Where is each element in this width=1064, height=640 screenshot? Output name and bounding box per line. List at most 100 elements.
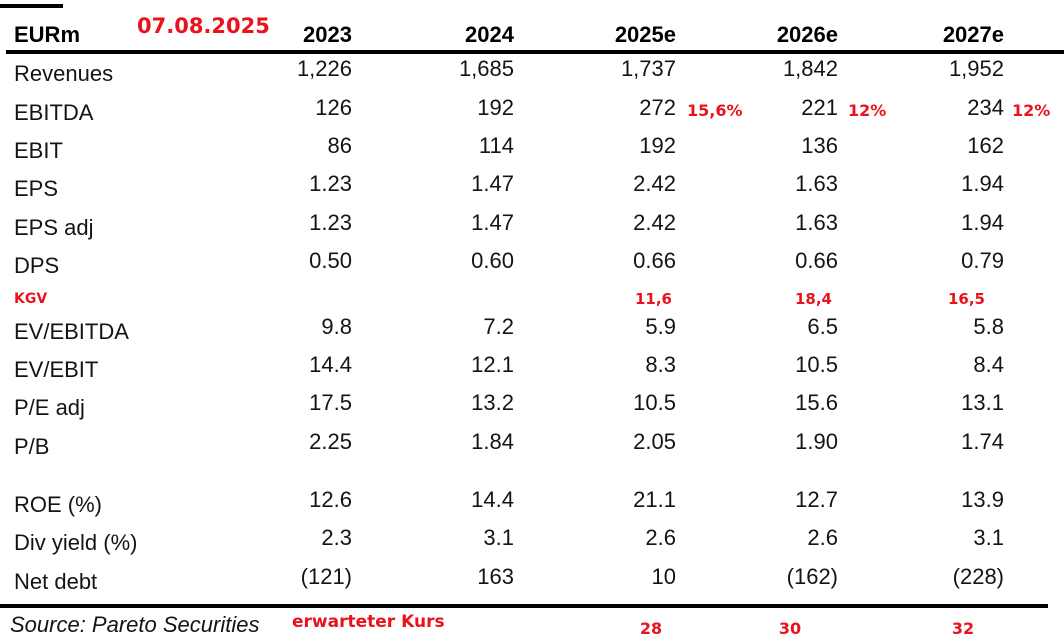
- value: 126: [315, 94, 352, 120]
- kgv-value: 16,5: [947, 289, 985, 308]
- table-header-row: EURm 2023 2024 2025e 2026e 2027e 07.08.2…: [0, 8, 1064, 50]
- value-cell: 2.3: [200, 525, 352, 556]
- row-label: P/E adj: [14, 395, 85, 421]
- value-cell: 1.84: [352, 429, 514, 460]
- growth-annotation: 12%: [848, 101, 887, 121]
- row-label: EPS adj: [14, 214, 94, 240]
- value-cell: 8.4: [838, 352, 1004, 383]
- value-cell: 9.8: [200, 314, 352, 345]
- value: 162: [967, 132, 1004, 158]
- value: 3.1: [973, 525, 1004, 551]
- value-cell: 2.05: [514, 429, 676, 460]
- value: 234: [967, 94, 1004, 120]
- value-cell: 86: [200, 133, 352, 164]
- value: 221: [801, 94, 838, 120]
- table-row: EBITDA 126 192 272 221 234 15,6% 12% 12%: [0, 93, 1064, 131]
- value-cell: 1,737: [514, 56, 676, 87]
- table-row: DPS 0.50 0.60 0.66 0.66 0.79: [0, 247, 1064, 285]
- table-body: Revenues 1,226 1,685 1,737 1,842 1,952 EBITDA 1…: [0, 55, 1064, 601]
- value: 192: [639, 132, 676, 158]
- column-header-2026e: 2026e: [776, 22, 838, 47]
- value-cell: 10.5: [514, 390, 676, 421]
- value: 1.63: [795, 171, 838, 197]
- value: 13.1: [961, 390, 1004, 416]
- value: 13.2: [471, 390, 514, 416]
- value-cell: 12.7: [676, 487, 838, 518]
- row-label: EV/EBIT: [14, 356, 99, 382]
- table-row: Net debt (121) 163 10 (162) (228): [0, 563, 1064, 601]
- row-label: EBIT: [14, 137, 63, 163]
- value-cell: 136: [676, 133, 838, 164]
- value: 2.25: [309, 428, 352, 454]
- value-cell: 2.6: [676, 525, 838, 556]
- value: 10.5: [795, 351, 838, 377]
- value-cell: 1.90: [676, 429, 838, 460]
- kgv-label: KGV: [14, 290, 48, 307]
- value-cell: 2.42: [514, 171, 676, 202]
- table-row: EPS adj 1.23 1.47 2.42 1.63 1.94: [0, 209, 1064, 247]
- value-cell: 234: [838, 95, 1004, 126]
- table-row: P/E adj 17.5 13.2 10.5 15.6 13.1: [0, 389, 1064, 427]
- value-cell: 3.1: [838, 525, 1004, 556]
- value-cell: (121): [200, 564, 352, 595]
- value: 13.9: [961, 487, 1004, 513]
- value: 272: [639, 94, 676, 120]
- value: 1.74: [961, 428, 1004, 454]
- value-cell: 14.4: [352, 487, 514, 518]
- value: 17.5: [309, 390, 352, 416]
- column-header-2024: 2024: [465, 22, 514, 47]
- value: 6.5: [807, 313, 838, 339]
- value: 0.66: [795, 248, 838, 274]
- table-row: ROE (%) 12.6 14.4 21.1 12.7 13.9: [0, 486, 1064, 524]
- table-row: EV/EBITDA 9.8 7.2 5.9 6.5 5.8: [0, 312, 1064, 350]
- value-cell: 0.66: [676, 248, 838, 279]
- row-label: EV/EBITDA: [14, 318, 129, 344]
- date-annotation: 07.08.2025: [137, 14, 270, 38]
- value: 192: [477, 94, 514, 120]
- unit-label: EURm: [14, 22, 81, 47]
- value: 12.6: [309, 487, 352, 513]
- kgv-annotation-row: KGV 11,6 18,4 16,5: [0, 285, 1064, 312]
- value-cell: 1,226: [200, 56, 352, 87]
- value-cell: 1.63: [676, 210, 838, 241]
- value-cell: (228): [838, 564, 1004, 595]
- value-cell: 5.9: [514, 314, 676, 345]
- value-cell: 10: [514, 564, 676, 595]
- value: 1.63: [795, 209, 838, 235]
- value-cell: 5.8: [838, 314, 1004, 345]
- value: 1.47: [471, 171, 514, 197]
- value-cell: 12.6: [200, 487, 352, 518]
- value-cell: 3.1: [352, 525, 514, 556]
- value: 15.6: [795, 390, 838, 416]
- value: 2.6: [807, 525, 838, 551]
- value-cell: 221: [676, 95, 838, 126]
- value: 0.60: [471, 248, 514, 274]
- value: 14.4: [309, 351, 352, 377]
- value: 136: [801, 132, 838, 158]
- value-cell: 13.9: [838, 487, 1004, 518]
- value-cell: 6.5: [676, 314, 838, 345]
- growth-annotation: 12%: [1012, 101, 1051, 121]
- value: 12.1: [471, 351, 514, 377]
- value: (162): [786, 563, 838, 589]
- table-row: Revenues 1,226 1,685 1,737 1,842 1,952: [0, 55, 1064, 93]
- value: 14.4: [471, 487, 514, 513]
- table-row: Div yield (%) 2.3 3.1 2.6 2.6 3.1: [0, 524, 1064, 562]
- source-note: Source: Pareto Securities: [10, 612, 260, 638]
- column-header-2025e: 2025e: [614, 22, 676, 47]
- value: 1,226: [296, 56, 352, 82]
- expected-price-2026e: 30: [778, 619, 802, 639]
- value-cell: 114: [352, 133, 514, 164]
- value-cell: 1.63: [676, 171, 838, 202]
- growth-annotation: 15,6%: [687, 101, 743, 121]
- value: (228): [952, 563, 1004, 589]
- value-cell: 1,685: [352, 56, 514, 87]
- table-row: EBIT 86 114 192 136 162: [0, 132, 1064, 170]
- value: 12.7: [795, 487, 838, 513]
- value-cell: 1,952: [838, 56, 1004, 87]
- value-cell: 192: [514, 133, 676, 164]
- value: 9.8: [321, 313, 352, 339]
- value-cell: 163: [352, 564, 514, 595]
- value: 2.3: [321, 525, 352, 551]
- value: 1.23: [309, 209, 352, 235]
